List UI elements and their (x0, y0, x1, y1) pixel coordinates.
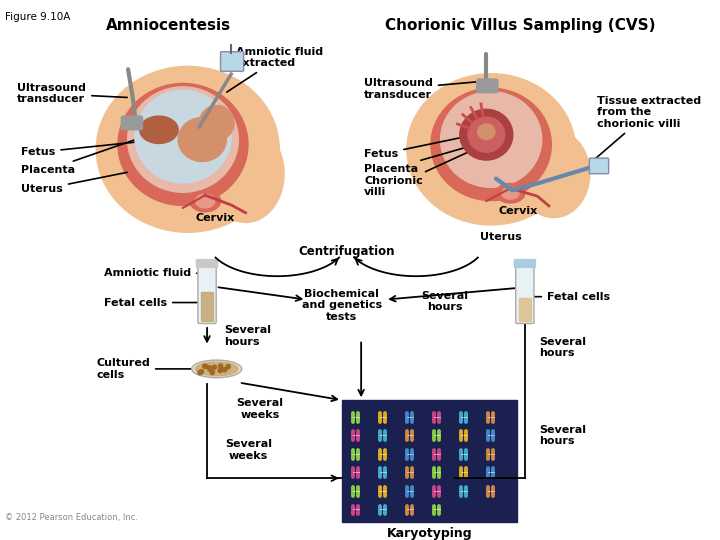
Ellipse shape (178, 118, 226, 161)
FancyBboxPatch shape (122, 116, 143, 130)
Ellipse shape (460, 109, 513, 160)
Text: Fetal cells: Fetal cells (528, 292, 610, 302)
Circle shape (218, 368, 222, 373)
Ellipse shape (118, 84, 248, 205)
Ellipse shape (135, 90, 231, 183)
Circle shape (212, 365, 217, 369)
Circle shape (207, 366, 212, 370)
Ellipse shape (518, 130, 590, 218)
Text: Amniotic fluid: Amniotic fluid (104, 268, 204, 278)
Ellipse shape (96, 66, 279, 232)
Bar (518, 298, 531, 321)
Text: Fetus: Fetus (364, 132, 487, 159)
Ellipse shape (140, 116, 178, 144)
Text: © 2012 Pearson Education, Inc.: © 2012 Pearson Education, Inc. (5, 513, 138, 522)
Text: Several
hours: Several hours (225, 325, 271, 347)
Ellipse shape (127, 87, 238, 192)
Circle shape (199, 105, 234, 140)
FancyBboxPatch shape (516, 264, 534, 323)
Text: Several
hours: Several hours (539, 337, 586, 359)
Bar (201, 292, 213, 321)
Circle shape (210, 370, 215, 375)
Text: Placenta: Placenta (21, 131, 161, 175)
FancyBboxPatch shape (197, 260, 217, 267)
Text: Ultrasound
transducer: Ultrasound transducer (17, 83, 127, 104)
Text: Several
weeks: Several weeks (236, 398, 284, 420)
Ellipse shape (431, 89, 552, 200)
Ellipse shape (407, 73, 575, 225)
Text: Chorionic Villus Sampling (CVS): Chorionic Villus Sampling (CVS) (384, 18, 655, 32)
Text: Several
hours: Several hours (421, 291, 469, 313)
Circle shape (208, 367, 212, 371)
Ellipse shape (502, 187, 519, 199)
Ellipse shape (196, 194, 215, 208)
Text: Tissue extracted
from the
chorionic villi: Tissue extracted from the chorionic vill… (593, 96, 701, 161)
FancyBboxPatch shape (220, 52, 243, 71)
Ellipse shape (189, 190, 220, 212)
Circle shape (202, 364, 207, 368)
Ellipse shape (441, 92, 541, 187)
Ellipse shape (207, 125, 284, 222)
Text: Uterus: Uterus (21, 172, 127, 194)
Circle shape (204, 364, 208, 369)
Text: Chorionic
villi: Chorionic villi (364, 152, 467, 197)
Text: Ultrasound
transducer: Ultrasound transducer (364, 78, 484, 99)
Text: Figure 9.10A: Figure 9.10A (5, 12, 70, 22)
Text: Several
hours: Several hours (539, 424, 586, 446)
Ellipse shape (477, 124, 495, 139)
Ellipse shape (496, 184, 525, 203)
FancyBboxPatch shape (590, 158, 608, 174)
FancyBboxPatch shape (198, 264, 216, 323)
Text: Fetus: Fetus (21, 135, 204, 157)
Text: Uterus: Uterus (480, 232, 522, 242)
Text: Amniotic fluid
extracted: Amniotic fluid extracted (227, 47, 323, 92)
Text: Fetal cells: Fetal cells (104, 298, 204, 308)
Bar (342, 400, 517, 522)
Text: Cervix: Cervix (498, 206, 538, 216)
Text: Centrifugation: Centrifugation (298, 245, 395, 258)
FancyBboxPatch shape (477, 79, 498, 93)
Ellipse shape (192, 360, 242, 377)
Text: Several
weeks: Several weeks (225, 439, 272, 461)
Circle shape (226, 364, 230, 369)
Text: Biochemical
and genetics
tests: Biochemical and genetics tests (302, 289, 382, 322)
Circle shape (198, 370, 202, 375)
Text: Karyotyping: Karyotyping (387, 527, 472, 540)
Text: Placenta: Placenta (364, 142, 484, 174)
Circle shape (222, 368, 227, 372)
Circle shape (199, 369, 204, 374)
Text: Cervix: Cervix (195, 213, 235, 223)
Text: Amniocentesis: Amniocentesis (106, 18, 231, 32)
FancyBboxPatch shape (514, 260, 536, 267)
Text: Cultured
cells: Cultured cells (96, 358, 194, 380)
Circle shape (218, 364, 222, 368)
Ellipse shape (468, 117, 505, 152)
Ellipse shape (196, 362, 238, 376)
